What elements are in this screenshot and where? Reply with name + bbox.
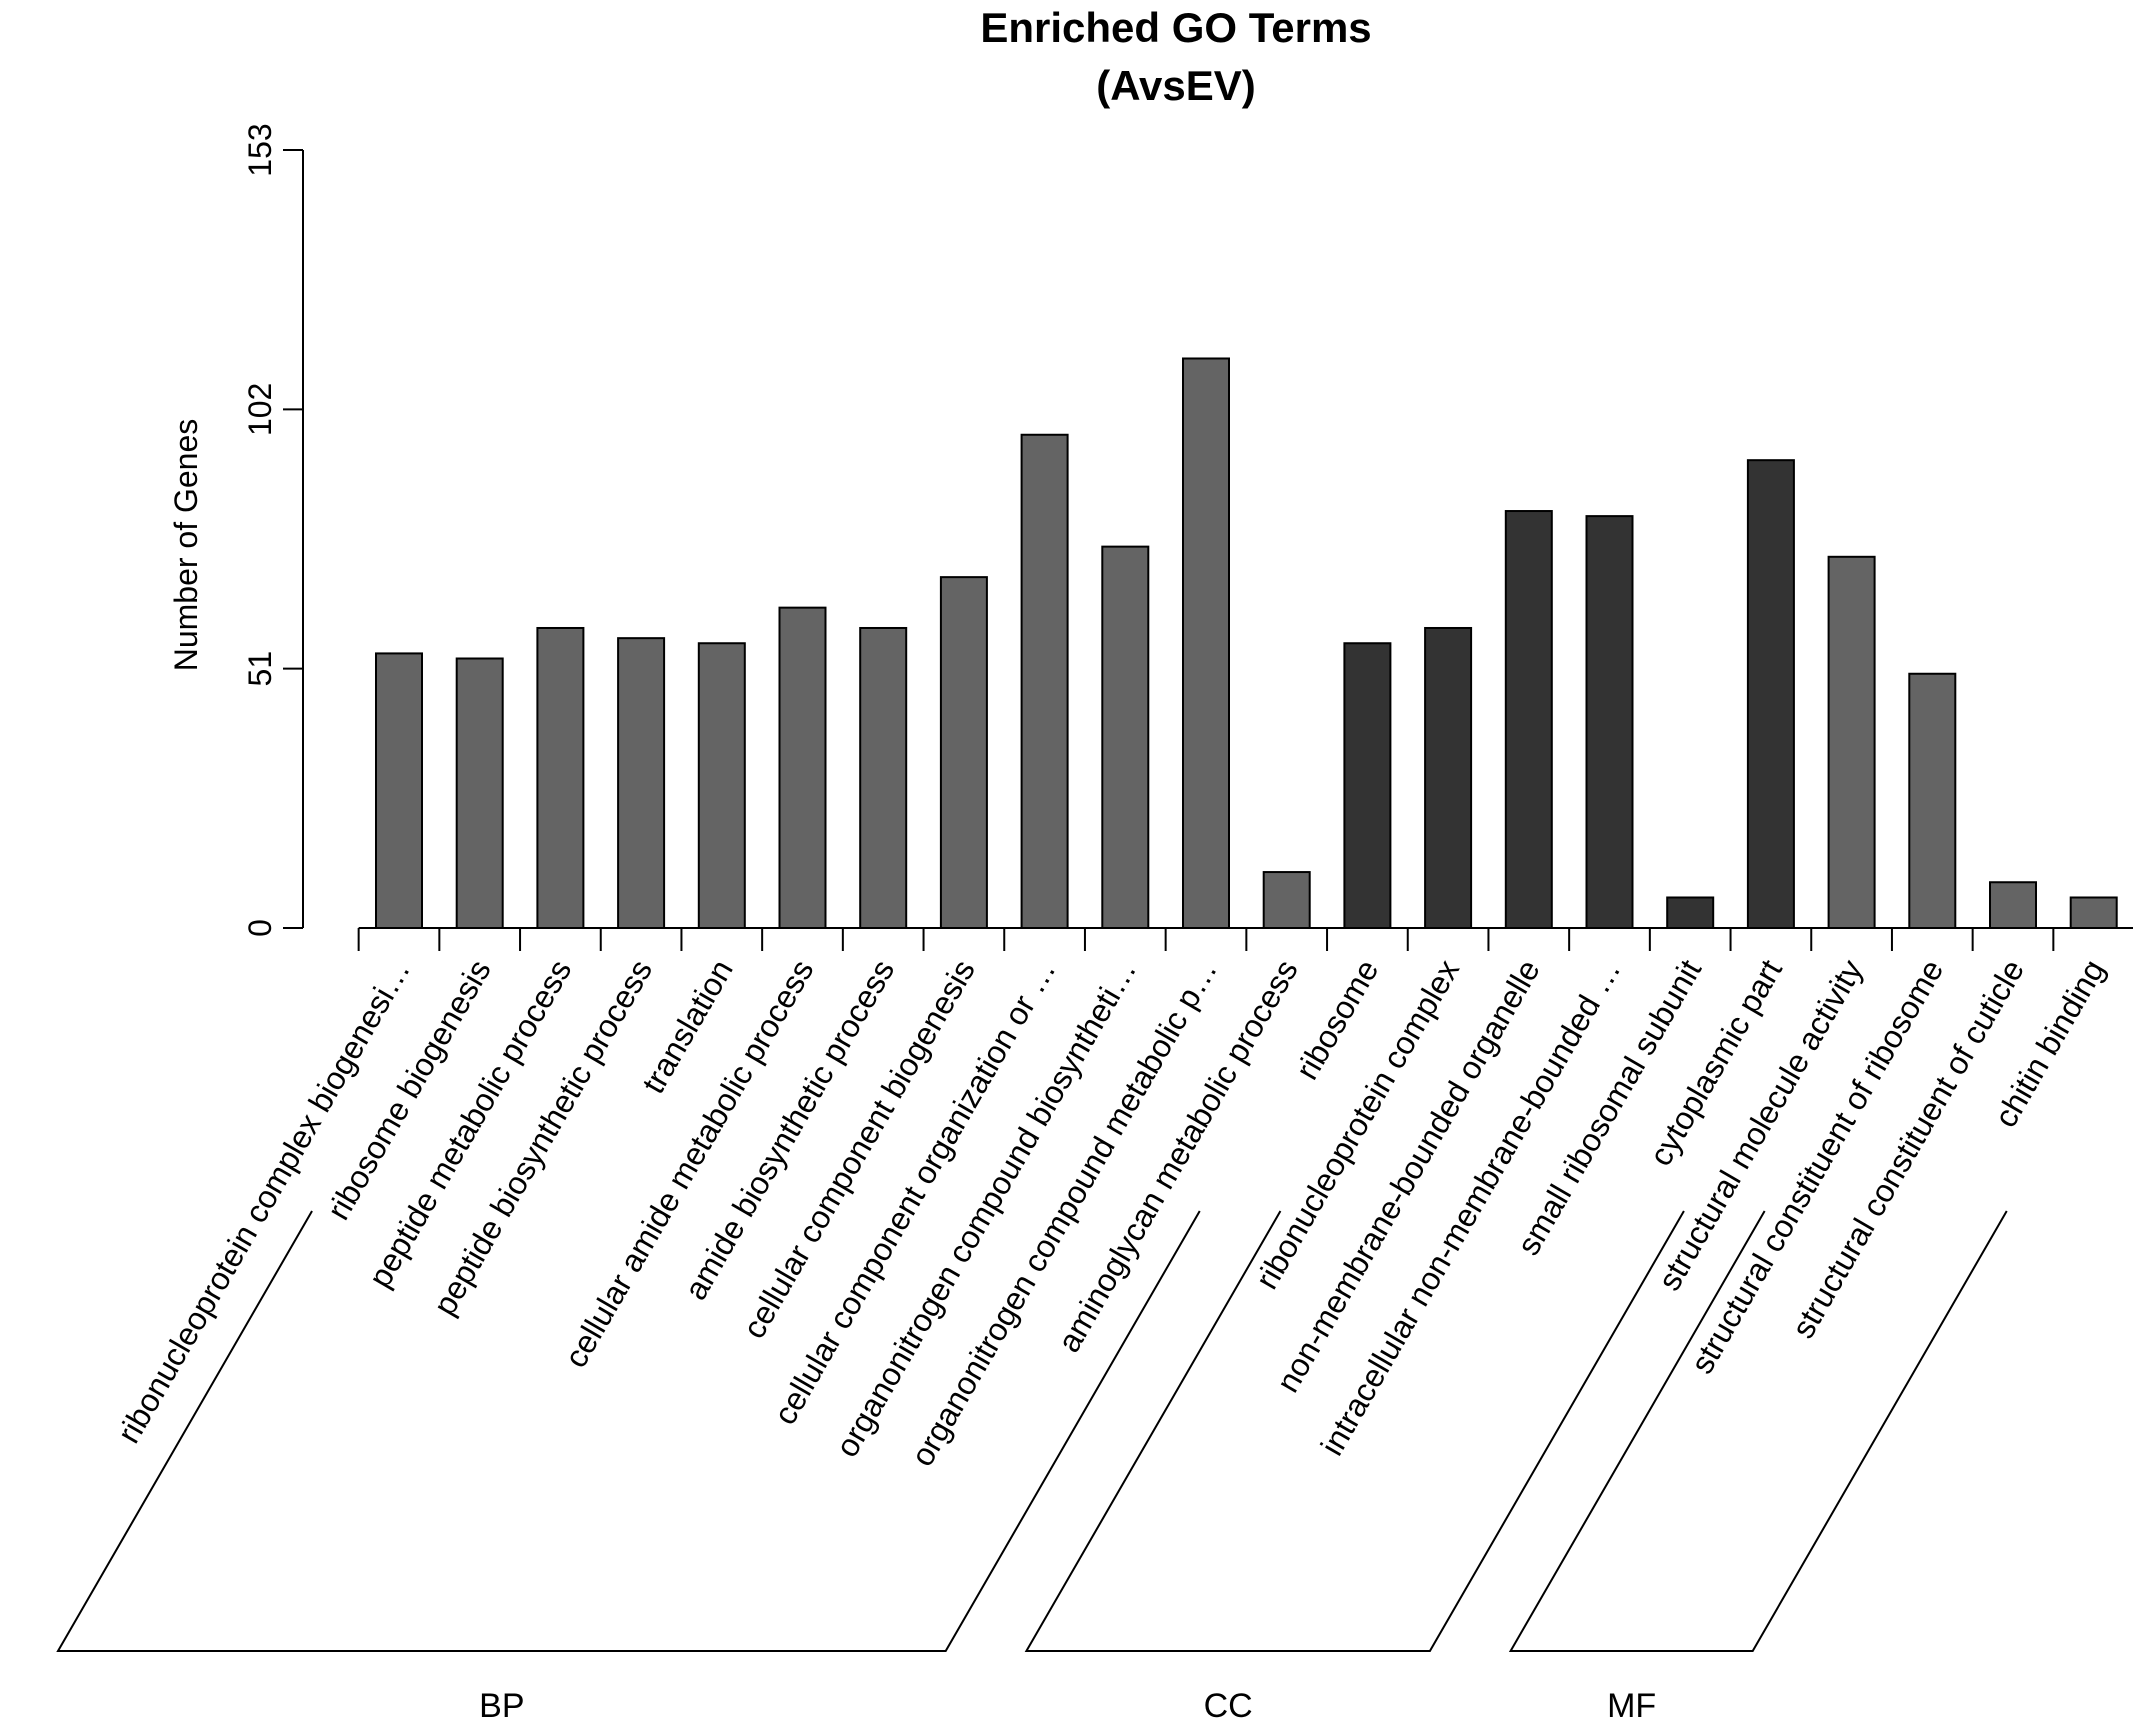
bar	[1262, 871, 1311, 930]
bar	[1989, 881, 2037, 929]
bar	[2069, 896, 2118, 929]
bar	[859, 626, 908, 929]
bar	[1182, 357, 1230, 930]
x-tick-label: organonitrogen compound metabolic p…	[904, 954, 1224, 1473]
y-tick-label: 153	[242, 123, 278, 176]
bar	[1504, 510, 1553, 929]
y-tick-label: 51	[242, 651, 278, 687]
bar	[1827, 555, 1876, 929]
bar	[778, 606, 827, 929]
x-tick-label: intracellular non-membrane-bounded …	[1314, 954, 1628, 1462]
group-bracket-cc	[1024, 1210, 1685, 1652]
group-bracket-bp	[56, 1210, 1201, 1652]
group-bracket-mf	[1508, 1210, 2008, 1652]
bar	[1020, 433, 1069, 929]
y-tick-label: 102	[242, 383, 278, 436]
x-tick-labels: ribonucleoprotein complex biogenesi…ribo…	[110, 953, 2112, 1472]
group-label-bp: BP	[479, 1687, 524, 1725]
bar	[455, 657, 504, 929]
bar	[1746, 459, 1795, 929]
bar	[1343, 642, 1392, 929]
group-label-mf: MF	[1607, 1687, 1656, 1725]
bar	[1666, 896, 1715, 929]
group-label-cc: CC	[1204, 1687, 1253, 1725]
chart-title-line-2: (AvsEV)	[1096, 62, 1256, 109]
bar	[617, 637, 666, 929]
y-axis-label: Number of Genes	[168, 419, 204, 672]
bar	[375, 652, 423, 929]
y-axis: 0 51 102 153	[242, 123, 304, 937]
bar	[1908, 672, 1957, 930]
group-brackets: BP CC MF	[56, 1210, 2008, 1725]
bar	[1101, 545, 1150, 929]
bar	[697, 642, 746, 929]
y-tick-label: 0	[242, 919, 278, 937]
x-axis	[357, 927, 2133, 951]
bar	[939, 576, 988, 929]
bar	[1585, 515, 1634, 930]
x-tick-label: ribonucleoprotein complex biogenesi…	[110, 954, 417, 1450]
x-tick-label: organonitrogen compound biosyntheti…	[828, 954, 1143, 1463]
bar	[1424, 626, 1473, 929]
bar	[536, 626, 585, 929]
bars	[375, 357, 2118, 930]
chart-title-line-1: Enriched GO Terms	[980, 4, 1371, 51]
